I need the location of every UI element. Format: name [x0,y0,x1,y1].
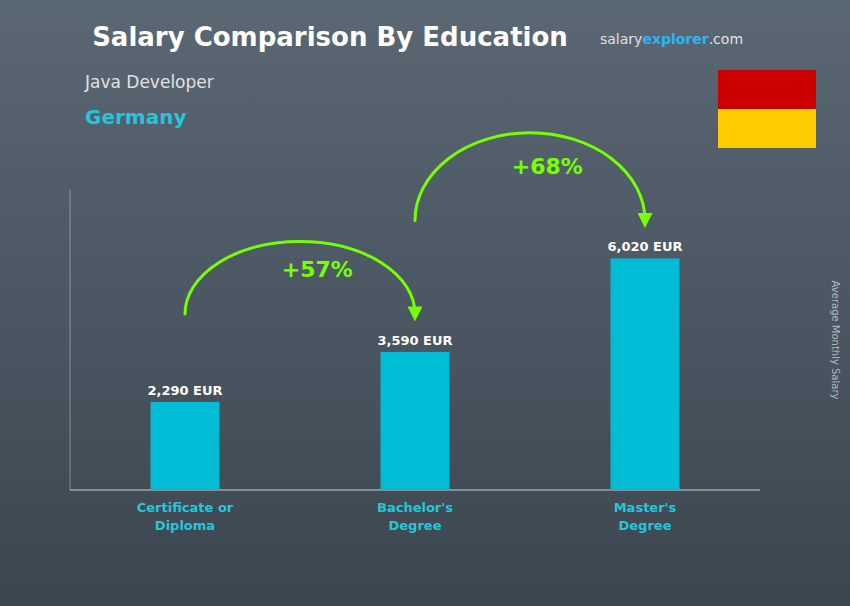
website: salaryexplorer.com [600,31,743,47]
chart: 2,290 EUR 3,590 EUR 6,020 EUR Certificate o… [0,0,850,606]
category-label-line: Diploma [155,518,215,533]
change-label: +57% [282,257,353,282]
bars [151,258,680,490]
change-arc [185,241,415,313]
website-part: .com [709,31,743,47]
bar [611,258,680,490]
flag-stripe [718,70,816,109]
category-label-line: Master's [614,500,677,515]
subtitle: Java Developer [84,72,214,92]
y-axis-label: Average Monthly Salary [830,281,841,400]
category-label-line: Certificate or [137,500,234,515]
change-arc [415,133,645,221]
value-label: 6,020 EUR [607,239,682,254]
y-axis-line [70,190,71,490]
category-label: Certificate or Diploma [137,500,234,533]
category-label-line: Bachelor's [377,500,453,515]
title: Salary Comparison By Education [92,22,568,52]
bar [381,352,450,490]
value-label: 2,290 EUR [147,383,222,398]
category-label-line: Degree [619,518,672,533]
category-label: Bachelor's Degree [377,500,453,533]
change-label: +68% [512,154,583,179]
website-part: explorer [642,31,708,47]
value-label: 3,590 EUR [377,333,452,348]
category-label: Master's Degree [614,500,677,533]
flag [718,70,816,148]
country-label: Germany [85,105,186,129]
website-part: salary [600,31,642,47]
bar [151,402,220,490]
category-label-line: Degree [389,518,442,533]
background [0,0,850,606]
flag-stripe [718,109,816,148]
